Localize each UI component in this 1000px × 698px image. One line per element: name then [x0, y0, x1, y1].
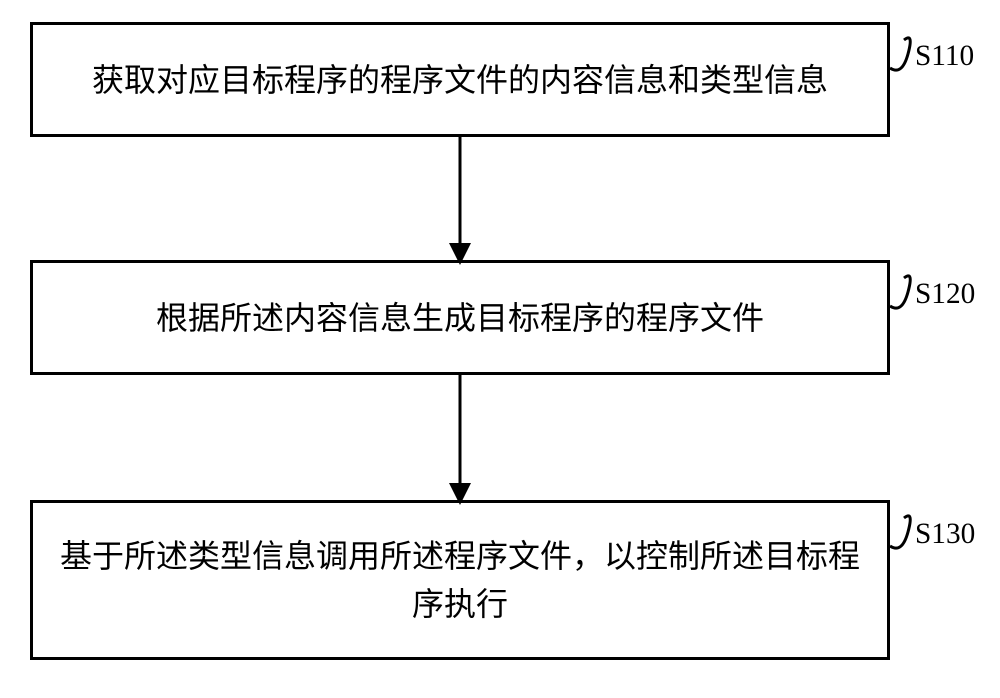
- step-box-s130: 基于所述类型信息调用所述程序文件，以控制所述目标程序执行: [30, 500, 890, 660]
- leader-s130: [890, 516, 910, 548]
- step-text-s110: 获取对应目标程序的程序文件的内容信息和类型信息: [92, 56, 828, 104]
- step-label-s120: S120: [915, 278, 975, 311]
- step-label-s110: S110: [915, 40, 974, 73]
- leader-s120: [890, 276, 910, 308]
- step-label-s130: S130: [915, 518, 975, 551]
- step-box-s120: 根据所述内容信息生成目标程序的程序文件: [30, 260, 890, 375]
- step-text-s120: 根据所述内容信息生成目标程序的程序文件: [156, 294, 764, 342]
- step-label-text-s120: S120: [915, 278, 975, 310]
- step-label-text-s130: S130: [915, 518, 975, 550]
- step-label-text-s110: S110: [915, 40, 974, 72]
- leader-s110: [890, 38, 910, 70]
- step-box-s110: 获取对应目标程序的程序文件的内容信息和类型信息: [30, 22, 890, 137]
- flowchart-canvas: 获取对应目标程序的程序文件的内容信息和类型信息 S110 根据所述内容信息生成目…: [0, 0, 1000, 698]
- step-text-s130: 基于所述类型信息调用所述程序文件，以控制所述目标程序执行: [49, 532, 871, 628]
